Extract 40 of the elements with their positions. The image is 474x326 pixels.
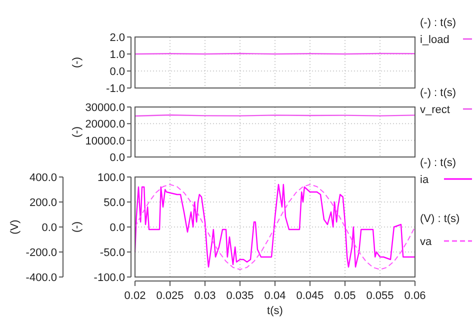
y-tick-label: 0.0 bbox=[110, 152, 125, 164]
y2-tick-label: -200.0 bbox=[26, 247, 57, 259]
x-tick-label: 0.06 bbox=[404, 290, 426, 302]
y-axis-title: (-) bbox=[71, 57, 83, 68]
y-tick-label: 10000.0 bbox=[85, 135, 125, 148]
y-axis-title: (-) bbox=[71, 126, 83, 138]
legend-label: v_rect bbox=[420, 104, 450, 116]
y2-tick-label: 400.0 bbox=[29, 172, 57, 184]
y-axis-title: (-) bbox=[71, 222, 83, 232]
y-tick-label: 50.0 bbox=[104, 197, 125, 209]
y2-tick-label: 0.0 bbox=[42, 222, 57, 234]
x-tick-label: 0.03 bbox=[194, 290, 216, 302]
legend-title: (-) : t(s) bbox=[420, 157, 456, 169]
y-tick-label: 0.0 bbox=[110, 222, 125, 234]
y-tick-label: 20000.0 bbox=[85, 118, 125, 131]
x-tick-label: 0.055 bbox=[366, 290, 394, 302]
y-tick-label: 1.0 bbox=[110, 49, 125, 61]
y-tick-label: 100.0 bbox=[97, 172, 125, 184]
x-axis-title: t(s) bbox=[267, 305, 283, 317]
y2-tick-label: -400.0 bbox=[26, 272, 57, 284]
x-tick-label: 0.025 bbox=[156, 290, 184, 302]
legend-title: (-) : t(s) bbox=[420, 87, 456, 99]
x-tick-label: 0.05 bbox=[334, 290, 356, 302]
y-tick-label: -50.0 bbox=[100, 247, 125, 259]
y2-axis-title: (V) bbox=[9, 220, 21, 234]
x-tick-label: 0.04 bbox=[264, 290, 286, 302]
y-tick-label: 2.0 bbox=[110, 32, 125, 44]
legend-title: (-) : t(s) bbox=[420, 17, 456, 29]
y-tick-label: -1.0 bbox=[106, 83, 125, 95]
x-tick-label: 0.02 bbox=[124, 290, 146, 302]
x-tick-label: 0.035 bbox=[226, 290, 254, 302]
legend-label: va bbox=[420, 236, 432, 248]
legend-label: i_load bbox=[420, 34, 450, 46]
x-tick-label: 0.045 bbox=[296, 290, 324, 302]
y-tick-label: 0.0 bbox=[110, 66, 125, 78]
text: (V) : t(s) bbox=[420, 213, 460, 225]
y2-tick-label: 200.0 bbox=[29, 197, 57, 209]
y-tick-label: -100.0 bbox=[94, 272, 125, 284]
y-tick-label: 30000.0 bbox=[85, 102, 125, 114]
legend-label: ia bbox=[420, 174, 430, 186]
